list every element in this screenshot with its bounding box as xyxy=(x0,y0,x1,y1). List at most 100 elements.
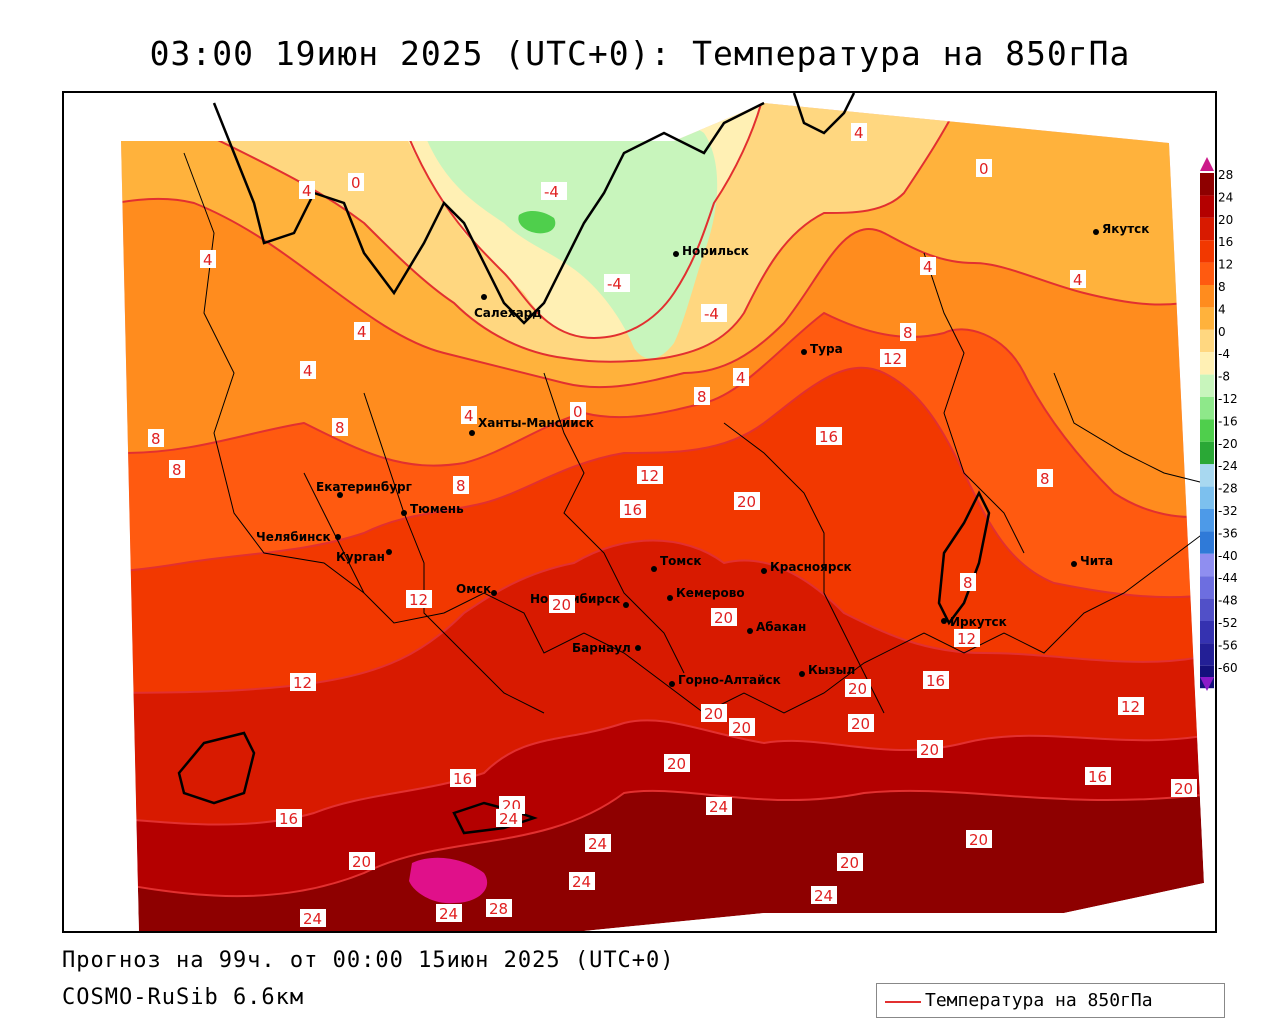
city-salekhard[interactable]: Салехард xyxy=(474,294,542,320)
legend-line-swatch xyxy=(885,1001,921,1003)
city-yakutsk[interactable]: Якутск xyxy=(1093,222,1149,236)
contour-label: 16 xyxy=(620,500,646,519)
city-khanty-mansiysk[interactable]: Ханты-Мансийск xyxy=(469,416,594,436)
svg-text:20: 20 xyxy=(1174,780,1193,798)
scale-label: -20 xyxy=(1218,437,1238,451)
color-scale-swatches xyxy=(1200,173,1214,689)
contour-label: 4 xyxy=(851,123,867,142)
svg-text:Горно-Алтайск: Горно-Алтайск xyxy=(678,673,781,687)
svg-text:4: 4 xyxy=(923,258,933,276)
svg-text:Екатеринбург: Екатеринбург xyxy=(316,480,412,494)
city-krasnoyarsk[interactable]: Красноярск xyxy=(761,560,852,574)
contour-label: 28 xyxy=(486,899,512,918)
contour-label: 12 xyxy=(637,466,663,485)
contour-label: 8 xyxy=(694,387,710,406)
city-novosibirsk[interactable]: Новосибирск xyxy=(530,592,629,608)
contour-label: 8 xyxy=(960,573,976,592)
lake-baikal xyxy=(937,490,991,626)
svg-text:Иркутск: Иркутск xyxy=(950,615,1007,629)
city-kurgan[interactable]: Курган xyxy=(336,549,392,564)
contour-label: 8 xyxy=(148,429,164,448)
temperature-map: Норильск Салехард Якутск Тура Ханты-Манс… xyxy=(64,93,1215,931)
svg-text:-4: -4 xyxy=(544,183,559,201)
city-irkutsk[interactable]: Иркутск xyxy=(941,615,1007,629)
svg-text:4: 4 xyxy=(357,323,367,341)
svg-text:20: 20 xyxy=(840,854,859,872)
scale-label: 8 xyxy=(1218,280,1226,294)
scale-label: 4 xyxy=(1218,302,1226,316)
contour-label: 24 xyxy=(496,809,522,828)
scale-swatch xyxy=(1200,217,1214,241)
svg-text:4: 4 xyxy=(1073,271,1083,289)
svg-text:8: 8 xyxy=(1040,470,1050,488)
svg-text:Омск: Омск xyxy=(456,582,491,596)
svg-text:8: 8 xyxy=(151,430,161,448)
city-chelyabinsk[interactable]: Челябинск xyxy=(256,530,341,544)
svg-text:16: 16 xyxy=(1088,768,1107,786)
city-barnaul[interactable]: Барнаул xyxy=(572,641,641,655)
svg-text:24: 24 xyxy=(439,905,458,923)
contour-label: 0 xyxy=(570,402,586,421)
city-kemerovo[interactable]: Кемерово xyxy=(667,586,745,601)
svg-text:Курган: Курган xyxy=(336,550,385,564)
city-norilsk[interactable]: Норильск xyxy=(673,244,749,258)
svg-text:Норильск: Норильск xyxy=(682,244,749,258)
svg-text:12: 12 xyxy=(293,674,312,692)
scale-top-arrow xyxy=(1200,157,1214,171)
svg-text:16: 16 xyxy=(453,770,472,788)
svg-text:20: 20 xyxy=(848,680,867,698)
scale-swatch xyxy=(1200,553,1214,577)
scale-label: -48 xyxy=(1218,594,1238,608)
svg-text:4: 4 xyxy=(203,251,213,269)
svg-text:16: 16 xyxy=(926,672,945,690)
contour-label: 20 xyxy=(349,852,375,871)
scale-label: -52 xyxy=(1218,616,1238,630)
scale-label: -40 xyxy=(1218,549,1238,563)
svg-text:20: 20 xyxy=(552,596,571,614)
city-yekaterinburg[interactable]: Екатеринбург xyxy=(316,480,412,498)
city-chita[interactable]: Чита xyxy=(1071,554,1113,568)
contour-label: 16 xyxy=(1085,767,1111,786)
svg-text:Абакан: Абакан xyxy=(756,620,806,634)
svg-text:Тюмень: Тюмень xyxy=(410,502,464,516)
contour-label: 4 xyxy=(1070,270,1086,289)
scale-swatch xyxy=(1200,509,1214,532)
svg-text:20: 20 xyxy=(851,715,870,733)
svg-text:24: 24 xyxy=(814,887,833,905)
scale-swatch xyxy=(1200,441,1214,465)
contour-label: 12 xyxy=(880,349,906,368)
scale-label: -8 xyxy=(1218,370,1230,384)
scale-label: -4 xyxy=(1218,347,1230,361)
scale-label: 16 xyxy=(1218,235,1233,249)
legend-box: Температура на 850гПа xyxy=(876,983,1225,1018)
isotherm-20 xyxy=(121,719,1204,826)
legend-label: Температура на 850гПа xyxy=(925,990,1153,1011)
city-abakan[interactable]: Абакан xyxy=(747,620,806,634)
map-panel[interactable]: Норильск Салехард Якутск Тура Ханты-Манс… xyxy=(62,91,1217,933)
coastline xyxy=(177,93,991,835)
city-tyumen[interactable]: Тюмень xyxy=(401,502,464,516)
scale-label: -60 xyxy=(1218,661,1238,675)
svg-text:Новосибирск: Новосибирск xyxy=(530,592,620,606)
svg-text:Салехард: Салехард xyxy=(474,306,542,320)
scale-swatch xyxy=(1200,262,1214,285)
city-tomsk[interactable]: Томск xyxy=(651,554,702,572)
scale-label: -28 xyxy=(1218,482,1238,496)
lake-issyk xyxy=(452,801,538,835)
contour-label: 12 xyxy=(954,629,980,648)
svg-text:Кемерово: Кемерово xyxy=(676,586,745,600)
contour-label: 4 xyxy=(920,257,936,276)
scale-label: 0 xyxy=(1218,325,1226,339)
contour-label: 4 xyxy=(733,368,749,387)
svg-text:24: 24 xyxy=(709,798,728,816)
svg-text:16: 16 xyxy=(279,810,298,828)
scale-label: 28 xyxy=(1218,168,1233,182)
city-gorno-altaysk[interactable]: Горно-Алтайск xyxy=(669,673,781,687)
contour-label: 20 xyxy=(845,679,871,698)
svg-text:8: 8 xyxy=(903,324,913,342)
svg-text:20: 20 xyxy=(704,705,723,723)
city-kyzyl[interactable]: Кызыл xyxy=(799,663,855,677)
city-omsk[interactable]: Омск xyxy=(456,582,497,596)
city-tura[interactable]: Тура xyxy=(801,342,843,356)
hot-pocket-28 xyxy=(409,857,488,904)
